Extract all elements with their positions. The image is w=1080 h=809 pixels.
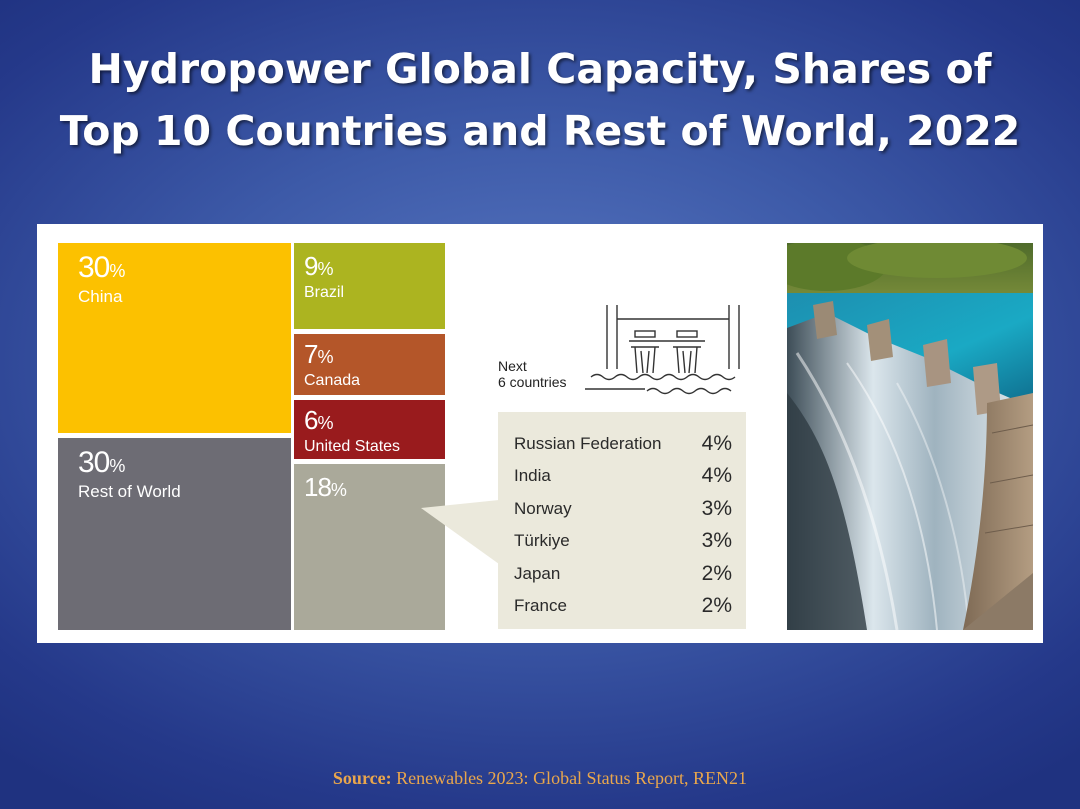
source-label: Source: [332,768,392,788]
breakdown-country: Türkiye [514,531,570,550]
tile-canada: 7% Canada [294,334,445,395]
tile-next-six-countries: 18% [294,464,445,630]
breakdown-value: 4% [701,432,732,455]
breakdown-row: Norway 3% [514,497,732,521]
tile-brazil: 9% Brazil [294,243,445,329]
breakdown-country: Japan [514,564,561,583]
tile-brazil-value: 9% [304,251,333,281]
chart-panel: 30% China 30% Rest of World 9% Brazil 7%… [37,224,1043,643]
breakdown-value: 3% [701,497,732,520]
breakdown-value: 2% [701,594,732,617]
breakdown-row: France 2% [514,594,732,618]
tile-rest-of-world-label: Rest of World [78,482,181,501]
breakdown-row: Russian Federation 4% [514,432,732,456]
dam-spillway-photo [787,243,1033,630]
next-six-breakdown: Russian Federation 4% India 4% Norway 3%… [498,412,746,629]
slide-title: Hydropower Global Capacity, Shares of To… [0,38,1080,162]
tile-china-label: China [78,287,123,306]
tile-united-states-label: United States [304,438,401,455]
tile-next-six-value: 18% [304,472,347,502]
breakdown-row: Japan 2% [514,562,732,586]
tile-united-states-value: 6% [304,405,333,435]
dam-icon [585,305,740,395]
breakdown-country: Russian Federation [514,434,662,453]
tile-united-states: 6% United States [294,400,445,459]
breakdown-row: India 4% [514,464,732,488]
tile-rest-of-world-value: 30% [78,446,125,479]
breakdown-value: 4% [701,464,732,487]
tile-canada-value: 7% [304,339,333,369]
callout-pointer [421,500,499,564]
source-citation: Source: Renewables 2023: Global Status R… [0,768,1080,789]
title-line-2: Top 10 Countries and Rest of World, 2022 [59,107,1021,155]
title-line-1: Hydropower Global Capacity, Shares of [88,45,992,93]
tile-china-value: 30% [78,251,125,284]
tile-china: 30% China [58,243,291,433]
next-six-label: Next 6 countries [498,358,567,390]
tile-canada-label: Canada [304,372,361,389]
breakdown-country: India [514,466,551,485]
tile-brazil-label: Brazil [304,284,345,301]
breakdown-country: France [514,596,567,615]
breakdown-country: Norway [514,499,572,518]
breakdown-value: 3% [701,529,732,552]
source-text: Renewables 2023: Global Status Report, R… [396,768,748,788]
tile-rest-of-world: 30% Rest of World [58,438,291,630]
breakdown-value: 2% [701,562,732,585]
breakdown-row: Türkiye 3% [514,529,732,553]
